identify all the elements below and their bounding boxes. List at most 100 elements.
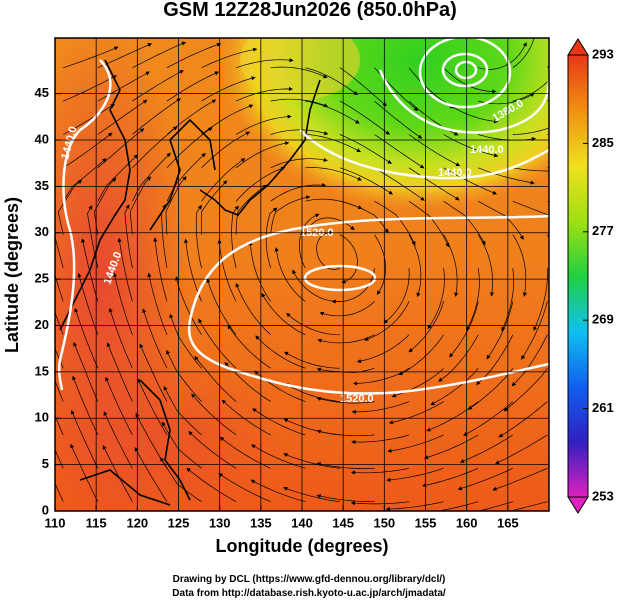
streamline <box>55 448 64 469</box>
streamline <box>55 379 64 402</box>
streamline <box>547 64 549 68</box>
streamline <box>283 453 340 469</box>
streamline <box>477 234 495 297</box>
streamline <box>201 47 258 69</box>
streamline <box>385 501 444 511</box>
streamline <box>55 347 64 369</box>
streamline <box>201 131 251 169</box>
streamline <box>503 367 548 412</box>
streamline <box>55 235 64 269</box>
x-tick-label: 155 <box>415 515 437 530</box>
streamline <box>270 157 328 169</box>
streamline <box>132 126 178 169</box>
streamline <box>408 200 450 248</box>
streamline <box>137 378 168 436</box>
streamline <box>235 86 293 102</box>
y-tick-label: 5 <box>42 456 49 471</box>
streamline <box>350 467 410 475</box>
streamline <box>105 376 133 436</box>
streamline <box>350 501 410 506</box>
streamline <box>62 158 107 202</box>
streamline <box>235 114 292 135</box>
y-tick-label: 35 <box>35 178 49 193</box>
streamline <box>486 301 514 360</box>
streamline <box>374 100 423 139</box>
x-tick-label: 135 <box>250 515 272 530</box>
streamline <box>74 307 99 369</box>
streamline <box>351 434 410 445</box>
streamline <box>391 367 444 398</box>
streamline <box>97 99 148 135</box>
colorbar-top <box>567 38 589 56</box>
streamline <box>467 367 514 410</box>
streamline <box>331 267 375 304</box>
streamline <box>55 482 64 502</box>
streamline <box>512 167 549 172</box>
streamline <box>132 70 184 102</box>
y-tick-label: 10 <box>35 410 49 425</box>
streamline <box>63 46 119 69</box>
streamline <box>512 38 535 68</box>
streamline <box>270 129 329 136</box>
streamline <box>161 203 168 269</box>
streamline <box>201 158 246 202</box>
streamline <box>191 393 237 436</box>
streamline <box>459 434 513 463</box>
y-axis-label: Latitude (degrees) <box>2 197 22 353</box>
streamline <box>235 184 268 235</box>
streamline <box>97 71 150 102</box>
streamline <box>235 282 271 336</box>
streamline <box>339 134 392 164</box>
streamline <box>305 100 360 124</box>
streamline <box>103 411 133 469</box>
streamline <box>509 501 548 511</box>
x-tick-label: 140 <box>291 515 313 530</box>
streamline <box>478 200 524 240</box>
field: 1440.0 1440.0 1520.0 1520.0 1440.0 1440.… <box>55 38 549 511</box>
colorbar-tick-label: 277 <box>592 223 614 238</box>
streamline <box>512 79 549 102</box>
x-tick-label: 145 <box>332 515 354 530</box>
streamline <box>316 230 341 270</box>
streamline <box>422 467 479 488</box>
streamline <box>198 318 237 369</box>
footer-source: Data from http://database.rish.kyoto-u.a… <box>172 588 446 599</box>
x-tick-label: 130 <box>209 515 231 530</box>
streamline <box>270 195 311 235</box>
streamline <box>339 200 389 234</box>
streamline <box>55 414 64 436</box>
streamline <box>106 342 133 402</box>
streamline <box>55 311 64 335</box>
streamline <box>201 76 256 102</box>
streamline <box>254 370 306 402</box>
streamline <box>511 334 548 387</box>
contour-label: 1520.0 <box>340 393 374 405</box>
streamline <box>63 103 115 135</box>
streamline <box>70 443 99 502</box>
streamline <box>63 75 117 102</box>
streamline <box>108 307 133 369</box>
contour-label: 1440.0 <box>438 167 472 179</box>
streamline <box>388 401 444 425</box>
streamline <box>147 272 168 335</box>
x-tick-label: 160 <box>456 515 478 530</box>
streamline <box>443 234 459 297</box>
streamline <box>286 312 340 336</box>
streamline <box>132 98 181 135</box>
streamline <box>139 343 168 402</box>
streamline <box>274 247 306 302</box>
streamline <box>70 409 99 469</box>
streamline <box>250 479 306 503</box>
streamline <box>443 134 499 158</box>
colorbar-tick-label: 285 <box>592 135 614 150</box>
streamline <box>217 239 237 302</box>
streamline <box>77 272 99 335</box>
streamline <box>423 434 479 460</box>
streamline <box>201 104 254 135</box>
y-tick-label: 20 <box>35 317 49 332</box>
colorbar <box>567 54 589 498</box>
streamline <box>283 486 340 503</box>
streamline <box>57 179 83 235</box>
streamline <box>270 98 329 108</box>
y-tick-label: 15 <box>35 363 49 378</box>
